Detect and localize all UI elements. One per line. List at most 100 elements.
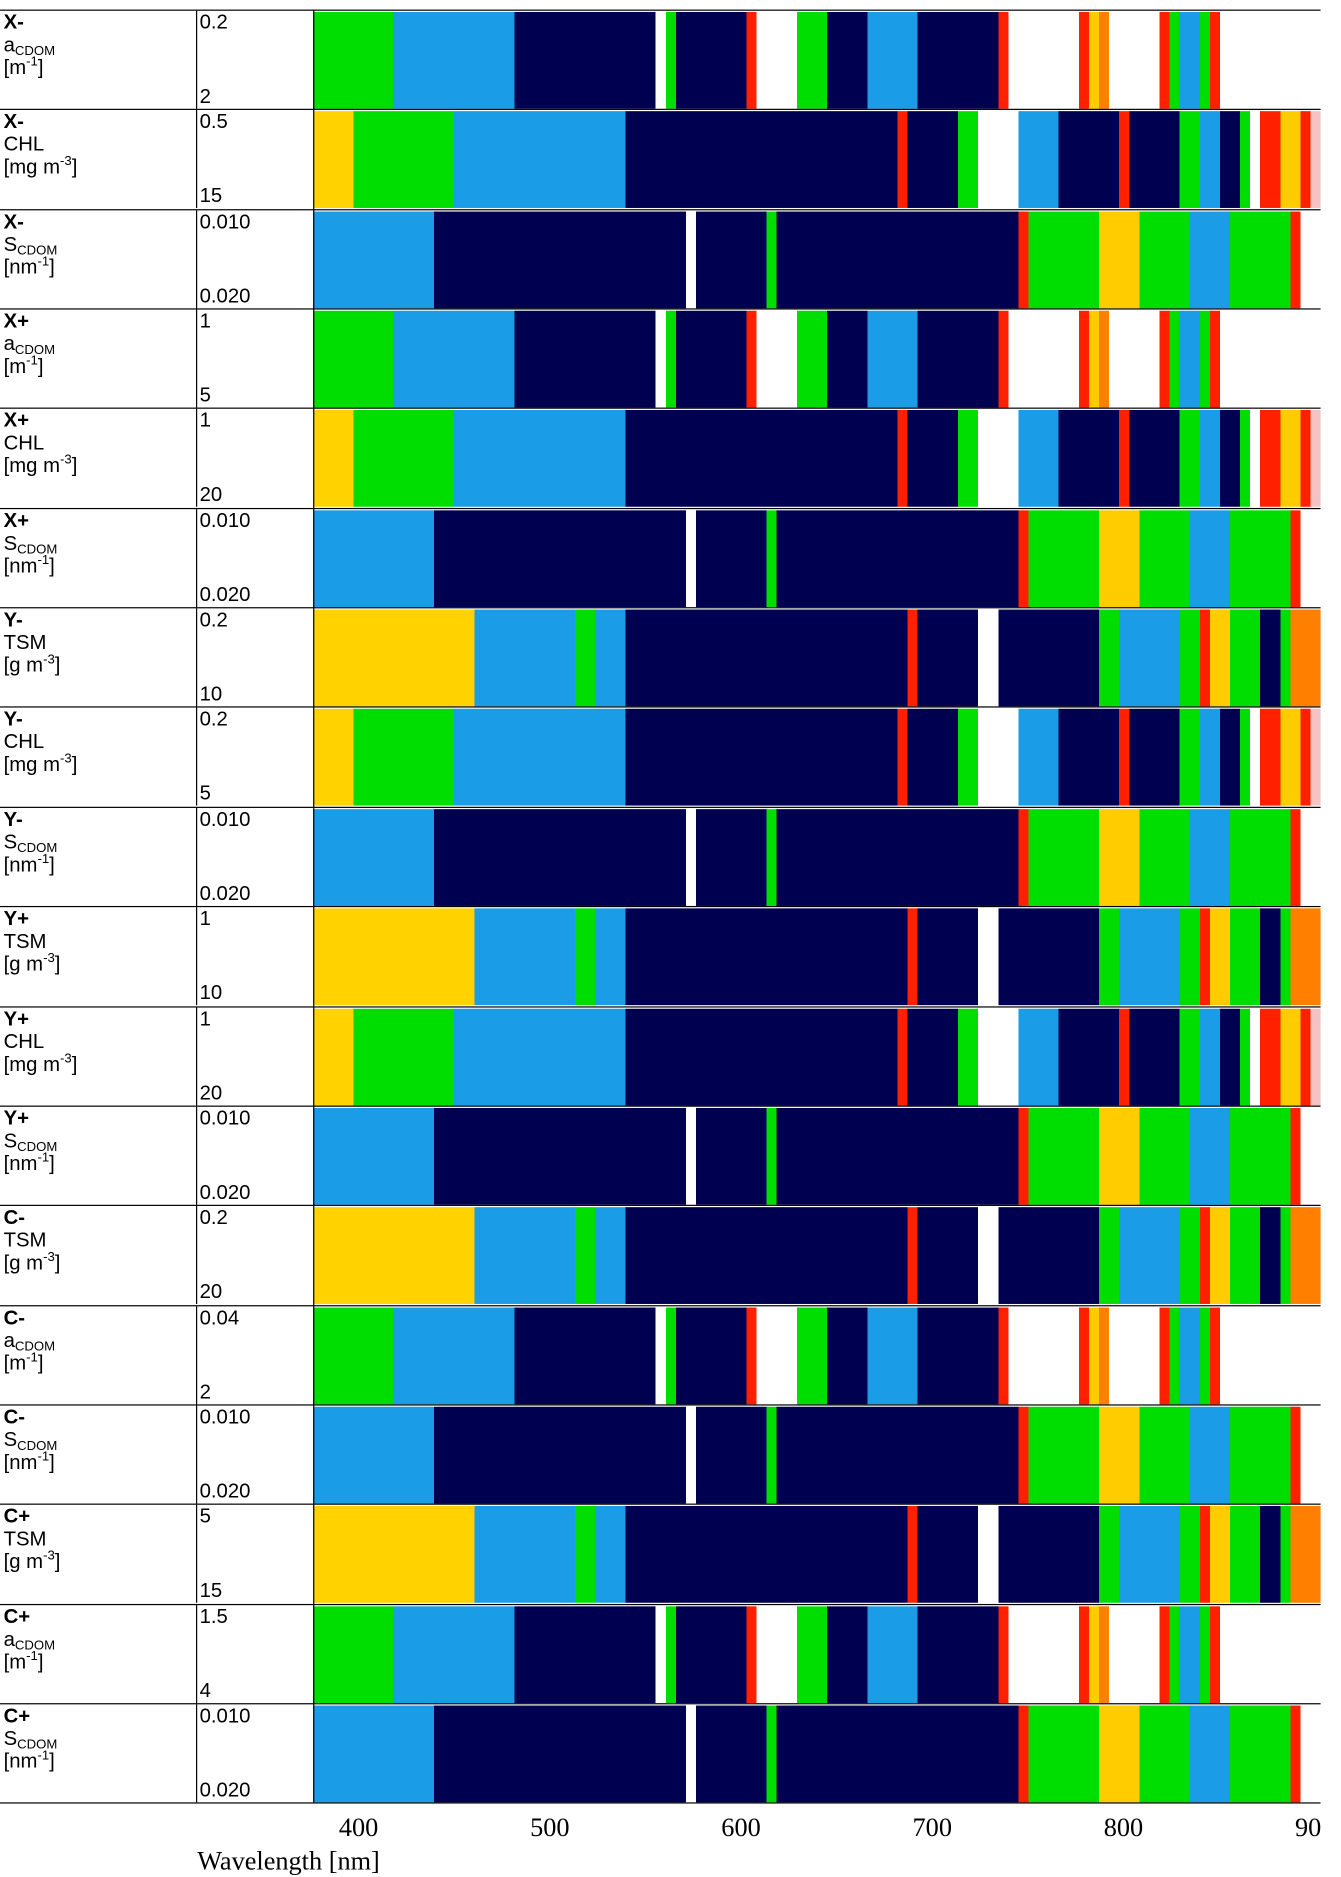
unit-exponent: -1 (26, 1648, 38, 1664)
unit-close: ] (49, 1450, 55, 1474)
parameter: SCDOM (4, 233, 58, 258)
unit-exponent: -1 (37, 1150, 50, 1166)
unit-exponent: -1 (26, 54, 38, 70)
parameter-subscript: CDOM (14, 343, 56, 358)
range: 1 20 (197, 409, 313, 507)
range-min: 0.2 (199, 1206, 228, 1229)
unit-base: [mg m (3, 155, 61, 179)
unit-exponent: -3 (60, 453, 72, 468)
table-row: C-aCDOM [m-1] 0.04 2 (0, 1304, 1321, 1404)
unit-base: [m (3, 1351, 27, 1374)
x-tick-label: 800 (1103, 1812, 1144, 1843)
table-row: Y+ SCDOM [nm-1] 0.010 0.020 (0, 1105, 1321, 1205)
row-label: C+ aCDOM [m-1] (0, 1604, 198, 1703)
range: 5 15 (197, 1505, 313, 1603)
parameter-name: CHL (3, 730, 45, 754)
row-label: Y+ TSM [g m-3] (0, 907, 198, 1006)
unit-close: ] (71, 1052, 78, 1076)
heatmap (313, 609, 1321, 707)
row-label: C-aCDOM [m-1] (0, 1305, 198, 1404)
group-code: Y- (3, 708, 23, 731)
range-max: 10 (199, 981, 223, 1005)
parameter-subscript: CDOM (17, 1438, 58, 1454)
parameter-subscript: CDOM (17, 841, 58, 856)
row-label: Y+ CHL [mg m-3] (0, 1006, 198, 1105)
unit: [m-1] (4, 56, 44, 79)
parameter: CHL (4, 133, 45, 156)
unit-base: [g m (3, 952, 44, 976)
table-row: X-aCDOM [m-1] 0.2 2 (0, 9, 1321, 109)
range-min: 5 (199, 1505, 211, 1528)
row-label: C+ SCDOM [nm-1] (0, 1704, 198, 1803)
unit-exponent: -3 (60, 752, 72, 767)
group-code: X- (3, 10, 24, 34)
group-code: X+ (3, 409, 30, 432)
table-bottom-border (0, 1802, 1321, 1804)
parameter-subscript: CDOM (14, 1339, 56, 1354)
parameter-name: S (3, 830, 18, 854)
unit-close: ] (49, 853, 55, 876)
group-code: Y- (3, 807, 23, 831)
group-code: Y+ (3, 1106, 30, 1130)
unit: [mg m-3] (3, 154, 78, 179)
parameter-name: CHL (3, 1029, 45, 1053)
unit-close: ] (54, 653, 61, 677)
unit-base: [nm (3, 853, 38, 876)
parameter: aCDOM (3, 1328, 56, 1354)
unit-exponent: -1 (37, 553, 50, 568)
table-row: Y+ CHL [mg m-3] 1 20 (0, 1005, 1321, 1105)
parameter: SCDOM (4, 532, 58, 557)
range-max: 5 (199, 782, 211, 805)
unit: [g m-3] (4, 1251, 61, 1274)
parameter-subscript: CDOM (17, 1737, 58, 1753)
range: 1.5 4 (197, 1605, 313, 1703)
unit: [m-1] (4, 353, 44, 377)
unit: [m-1] (4, 1648, 44, 1673)
heatmap (313, 1506, 1321, 1604)
table-row: Y- SCDOM [nm-1] 0.010 0.020 (0, 806, 1321, 906)
parameter-name: TSM (3, 930, 47, 953)
row-label: X+ CHL [mg m-3] (0, 409, 198, 508)
group-code: C+ (3, 1704, 31, 1727)
range: 0.2 10 (197, 608, 313, 706)
x-tick-label: 600 (721, 1812, 761, 1843)
group-code: X- (3, 110, 24, 134)
unit-base: [nm (3, 255, 38, 279)
parameter: aCDOM (4, 33, 56, 59)
unit-close: ] (37, 1650, 44, 1673)
unit-exponent: -3 (60, 1051, 72, 1066)
parameter-subscript: CDOM (14, 44, 56, 59)
group-code: C- (3, 1305, 26, 1329)
parameter-name: S (3, 1428, 18, 1451)
unit-close: ] (49, 554, 55, 577)
row-label: C+ TSM [g m-3] (0, 1505, 198, 1604)
parameter: TSM (4, 1528, 47, 1551)
unit-exponent: -3 (60, 154, 72, 169)
table-row: C- TSM [g m-3] 0.2 20 (0, 1204, 1321, 1305)
heatmap (313, 1207, 1321, 1305)
x-tick-label: 400 (338, 1812, 379, 1843)
range: 0.010 0.020 (197, 210, 313, 308)
range-max: 0.020 (199, 881, 251, 905)
range-max: 2 (199, 84, 211, 108)
table-row: Y- TSM [g m-3] 0.2 10 (0, 607, 1321, 707)
unit: [mg m-3] (4, 753, 78, 776)
heatmap (313, 1008, 1321, 1105)
x-tick-label: 900 (1294, 1812, 1321, 1843)
parameter-name: a (3, 1328, 15, 1352)
group-code: X- (3, 209, 24, 233)
group-code: X+ (3, 309, 30, 333)
range-max: 20 (199, 1081, 223, 1104)
plot-left-border (313, 9, 315, 1803)
range: 0.04 2 (197, 1306, 313, 1404)
range-max: 0.020 (199, 1778, 251, 1802)
row-label: X- CHL [mg m-3] (0, 110, 198, 209)
heatmap (313, 310, 1321, 408)
range: 0.5 15 (197, 110, 313, 208)
group-code: C+ (3, 1604, 31, 1628)
range: 0.2 2 (197, 11, 313, 109)
unit-exponent: -1 (26, 353, 38, 369)
range-min: 0.2 (199, 608, 228, 632)
